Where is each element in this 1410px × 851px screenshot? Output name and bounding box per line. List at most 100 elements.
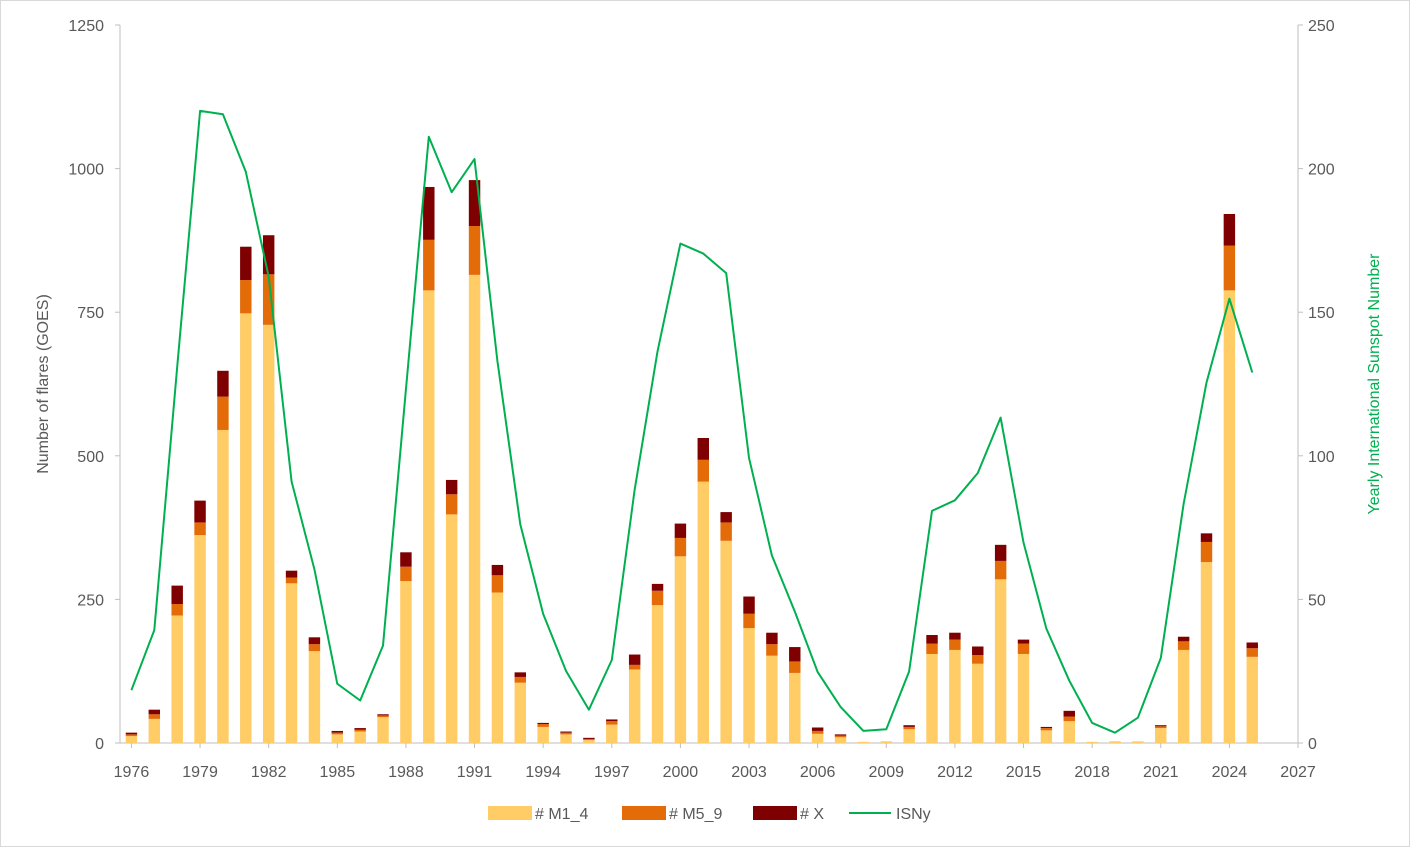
bar-segment-m1-4: [834, 737, 847, 743]
bar-segment-m5-9: [674, 537, 687, 557]
bar-segment-m1-4: [560, 734, 572, 743]
y2-tick-label: 200: [1308, 162, 1335, 179]
bar-segment-m1-4: [1109, 741, 1121, 743]
bar-segment-x: [628, 654, 641, 665]
bar-segment-m5-9: [240, 280, 252, 314]
isny-line: [130, 109, 1254, 734]
bar-segment-m5-9: [514, 676, 527, 683]
legend-label: # X: [800, 806, 824, 823]
x-tick-label: 2018: [1074, 764, 1110, 781]
bar-segment-x: [468, 180, 481, 227]
bar-segment-m5-9: [217, 396, 229, 430]
bar-segment-x: [194, 500, 206, 523]
bar-segment-x: [1040, 726, 1053, 729]
bar-segment-m5-9: [1017, 643, 1030, 654]
bar-segment-m1-4: [1132, 741, 1144, 743]
bar-segment-x: [949, 632, 961, 640]
bar-segment-m5-9: [743, 613, 755, 629]
bar-segment-x: [1017, 639, 1030, 644]
bar-segment-m5-9: [1155, 726, 1167, 729]
bar-segment-x: [720, 512, 732, 523]
bar-segment-m1-4: [926, 653, 938, 743]
bar-segment-m1-4: [697, 481, 709, 743]
bar-segment-m1-4: [1155, 728, 1167, 743]
bar-segment-x: [972, 646, 984, 656]
bar-segment-m1-4: [308, 651, 321, 743]
bar-segment-x: [125, 732, 138, 735]
bar-segment-m5-9: [468, 226, 481, 275]
y-tick-label: 1250: [68, 18, 104, 35]
x-tick-label: 2021: [1143, 764, 1179, 781]
bar-segment-m1-4: [743, 628, 755, 743]
bar-segment-m5-9: [972, 655, 984, 664]
bar-segment-m1-4: [606, 724, 618, 743]
bar-segment-m1-4: [789, 672, 801, 743]
bar-segment-x: [400, 552, 412, 567]
bar-segment-m5-9: [834, 735, 847, 738]
bar-segment-m1-4: [445, 514, 458, 743]
tick-labels: 0 250 500 750 1000 1250 0 50 100 150 200 250 1976 197…: [68, 18, 1334, 781]
bar-segment-x: [697, 437, 709, 460]
bar-segment-x: [262, 235, 275, 275]
bar-segment-x: [377, 714, 389, 716]
bar-segment-x: [354, 728, 366, 730]
bar-segment-m1-4: [972, 663, 984, 743]
y2-tick-label: 50: [1308, 592, 1326, 609]
bar-segment-x: [1246, 642, 1258, 649]
bar-segment-m1-4: [1200, 562, 1213, 743]
bar-segment-m1-4: [354, 731, 366, 743]
bar-segment-x: [331, 730, 344, 733]
y-axis-title: Number of flares (GOES): [35, 294, 52, 474]
bar-segment-m5-9: [1040, 728, 1053, 731]
x-tick-label: 1991: [457, 764, 493, 781]
bar-segment-x: [171, 585, 183, 604]
bar-segment-m5-9: [811, 730, 824, 734]
bar-segment-m1-4: [423, 290, 435, 743]
bar-segment-m1-4: [331, 734, 344, 743]
bar-segment-m5-9: [583, 738, 595, 741]
bar-segment-m1-4: [766, 655, 778, 743]
y2-tick-label: 0: [1308, 736, 1317, 753]
bar-segment-m1-4: [1040, 730, 1053, 743]
bar-segment-m1-4: [125, 736, 138, 743]
bar-segment-m5-9: [537, 724, 549, 727]
bar-segment-m1-4: [537, 726, 549, 743]
bar-segment-x: [743, 596, 755, 614]
tick-marks: [115, 24, 1303, 748]
y2-tick-label: 250: [1308, 18, 1335, 35]
bar-segment-m1-4: [651, 605, 664, 743]
bar-segment-m5-9: [560, 732, 572, 735]
bar-segment-x: [789, 647, 801, 662]
bars: [125, 180, 1258, 743]
bar-segment-m1-4: [262, 324, 275, 743]
bar-segment-m1-4: [857, 741, 870, 743]
bar-segment-m5-9: [308, 644, 321, 652]
bar-segment-m5-9: [1063, 716, 1075, 722]
bar-segment-m1-4: [240, 313, 252, 743]
bar-segment-m5-9: [697, 459, 709, 482]
bar-segment-m5-9: [171, 603, 183, 616]
bar-segment-m1-4: [491, 592, 504, 743]
bar-segment-m1-4: [903, 729, 915, 743]
bar-segment-m5-9: [262, 274, 275, 325]
x-tick-label: 2000: [663, 764, 699, 781]
bar-segment-x: [766, 632, 778, 645]
y2-tick-label: 100: [1308, 449, 1335, 466]
x-tick-label: 2012: [937, 764, 973, 781]
bar-segment-m1-4: [674, 556, 687, 743]
y-tick-label: 500: [77, 449, 104, 466]
bar-segment-x: [994, 544, 1007, 561]
x-tick-label: 1979: [182, 764, 218, 781]
bar-segment-x: [674, 523, 687, 538]
bar-segment-m5-9: [400, 566, 412, 582]
bar-segment-m5-9: [1223, 245, 1236, 291]
bar-segment-m1-4: [377, 717, 389, 743]
bar-segment-m5-9: [994, 560, 1007, 580]
bar-segment-m5-9: [377, 715, 389, 718]
bar-segment-x: [1177, 636, 1190, 642]
bar-segment-m1-4: [468, 274, 481, 743]
bar-segment-m5-9: [354, 729, 366, 732]
y-tick-label: 1000: [68, 162, 104, 179]
